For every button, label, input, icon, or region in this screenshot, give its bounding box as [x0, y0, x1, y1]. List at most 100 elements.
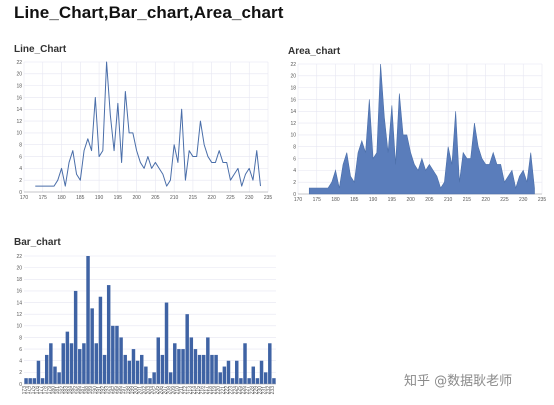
- bar: [268, 343, 272, 384]
- bar: [263, 372, 268, 384]
- y-tick-label: 16: [16, 289, 22, 295]
- x-tick-label: 206: [158, 386, 164, 395]
- bar: [239, 378, 243, 384]
- bar: [185, 314, 189, 384]
- x-tick-label: 216: [200, 386, 206, 395]
- x-tick-label: 182: [59, 386, 65, 395]
- y-tick-label: 8: [19, 143, 22, 149]
- x-tick-label: 170: [294, 197, 303, 203]
- x-tick-label: 188: [84, 386, 90, 395]
- x-tick-label: 198: [125, 386, 131, 395]
- bar: [65, 331, 70, 384]
- x-tick-label: 225: [237, 386, 243, 395]
- x-tick-label: 219: [212, 386, 218, 395]
- bar: [40, 378, 45, 384]
- x-tick-label: 235: [538, 197, 547, 203]
- bar: [140, 354, 144, 384]
- bar: [189, 337, 194, 384]
- x-tick-label: 199: [129, 386, 135, 395]
- x-tick-label: 195: [114, 195, 123, 201]
- x-tick-label: 185: [72, 386, 78, 395]
- x-tick-label: 235: [264, 195, 273, 201]
- x-tick-label: 210: [175, 386, 181, 395]
- bar: [181, 349, 185, 384]
- x-tick-label: 209: [171, 386, 177, 395]
- area-chart-title: Area_chart: [288, 46, 341, 57]
- x-tick-label: 217: [204, 386, 210, 395]
- x-tick-label: 178: [43, 386, 49, 395]
- bar: [156, 337, 160, 384]
- bar: [230, 378, 235, 384]
- page-title: Line_Chart,Bar_chart,Area_chart: [14, 3, 284, 22]
- x-tick-label: 177: [39, 386, 45, 395]
- x-tick-label: 230: [519, 197, 528, 203]
- x-tick-label: 210: [170, 195, 179, 201]
- area-series: [308, 63, 535, 195]
- x-tick-label: 205: [154, 386, 160, 395]
- bar-chart-title: Bar_chart: [14, 237, 61, 248]
- x-tick-label: 215: [189, 195, 198, 201]
- bar: [272, 378, 276, 384]
- bar: [98, 296, 103, 384]
- bar: [206, 337, 210, 384]
- y-tick-label: 14: [16, 300, 22, 306]
- x-tick-label: 183: [63, 386, 69, 395]
- y-tick-label: 18: [290, 85, 296, 91]
- x-tick-label: 180: [331, 197, 340, 203]
- bar: [111, 325, 115, 384]
- bar: [115, 325, 119, 384]
- x-tick-label: 221: [220, 386, 226, 395]
- x-tick-label: 189: [88, 386, 94, 395]
- x-tick-label: 228: [249, 386, 255, 395]
- bar: [119, 337, 123, 384]
- bar: [214, 354, 218, 384]
- x-tick-label: 184: [68, 386, 74, 395]
- x-tick-label: 208: [167, 386, 173, 395]
- bar: [127, 360, 132, 384]
- x-tick-label: 201: [138, 386, 144, 395]
- x-tick-label: 179: [47, 386, 53, 395]
- bar: [94, 343, 99, 384]
- y-tick-label: 12: [290, 121, 296, 127]
- x-tick-label: 203: [146, 386, 152, 395]
- y-tick-label: 10: [16, 324, 22, 330]
- bar: [160, 354, 165, 384]
- x-tick-label: 195: [113, 386, 119, 395]
- x-tick-label: 173: [22, 386, 28, 395]
- x-tick-label: 227: [245, 386, 251, 395]
- x-tick-label: 197: [121, 386, 127, 395]
- bar: [131, 349, 136, 384]
- x-tick-label: 229: [253, 386, 259, 395]
- y-tick-label: 14: [16, 107, 22, 113]
- x-tick-label: 186: [76, 386, 82, 395]
- bar: [90, 308, 94, 384]
- bar: [106, 285, 111, 384]
- bar: [36, 360, 41, 384]
- x-tick-label: 220: [208, 195, 217, 201]
- y-tick-label: 12: [16, 312, 22, 318]
- bar: [255, 378, 260, 384]
- x-tick-label: 190: [92, 386, 98, 395]
- y-tick-label: 4: [19, 359, 22, 365]
- x-tick-label: 232: [266, 386, 272, 395]
- bar: [243, 343, 247, 384]
- x-tick-label: 175: [30, 386, 36, 395]
- y-tick-label: 8: [19, 335, 22, 341]
- x-tick-label: 193: [105, 386, 111, 395]
- x-tick-label: 220: [216, 386, 222, 395]
- bar: [210, 354, 214, 384]
- bar: [144, 366, 148, 384]
- y-tick-label: 14: [290, 109, 296, 115]
- bar: [235, 360, 239, 384]
- y-tick-label: 20: [16, 72, 22, 78]
- bar: [226, 360, 231, 384]
- bar: [201, 354, 206, 384]
- line-series: [35, 61, 261, 187]
- y-tick-label: 2: [19, 178, 22, 184]
- y-tick-label: 0: [19, 382, 22, 388]
- y-tick-label: 20: [16, 265, 22, 271]
- bar: [222, 366, 227, 384]
- bar: [86, 256, 90, 384]
- x-tick-label: 230: [258, 386, 264, 395]
- x-tick-label: 225: [226, 195, 235, 201]
